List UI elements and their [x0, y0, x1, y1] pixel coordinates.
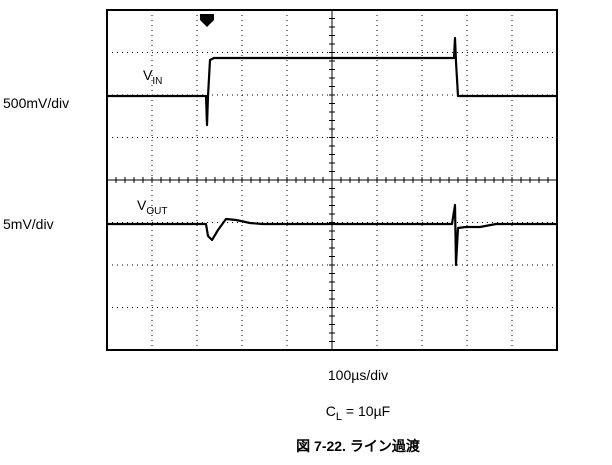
vout-waveform: [108, 203, 556, 267]
cond-rest: = 10µF: [342, 403, 390, 419]
vout-label: VOUT: [137, 197, 167, 217]
cond-sub: L: [336, 411, 342, 423]
scope-frame: [106, 9, 558, 351]
cond-name: C: [326, 403, 336, 419]
vout-scale: 5mV/div: [3, 216, 54, 232]
caption: 図 7-22. ライン過渡: [296, 438, 421, 454]
vin-waveform: [108, 36, 556, 127]
time-scale: 100µs/div: [328, 367, 388, 383]
vin-scale: 500mV/div: [3, 95, 69, 111]
vin-sub: IN: [152, 76, 162, 87]
trigger-marker: [200, 14, 214, 27]
vout-name: V: [137, 197, 147, 213]
scope-grid: [107, 10, 557, 350]
vin-name: V: [143, 67, 153, 83]
condition: CL = 10µF: [326, 403, 390, 423]
vout-sub: OUT: [146, 206, 167, 217]
vin-label: VIN: [143, 67, 162, 87]
